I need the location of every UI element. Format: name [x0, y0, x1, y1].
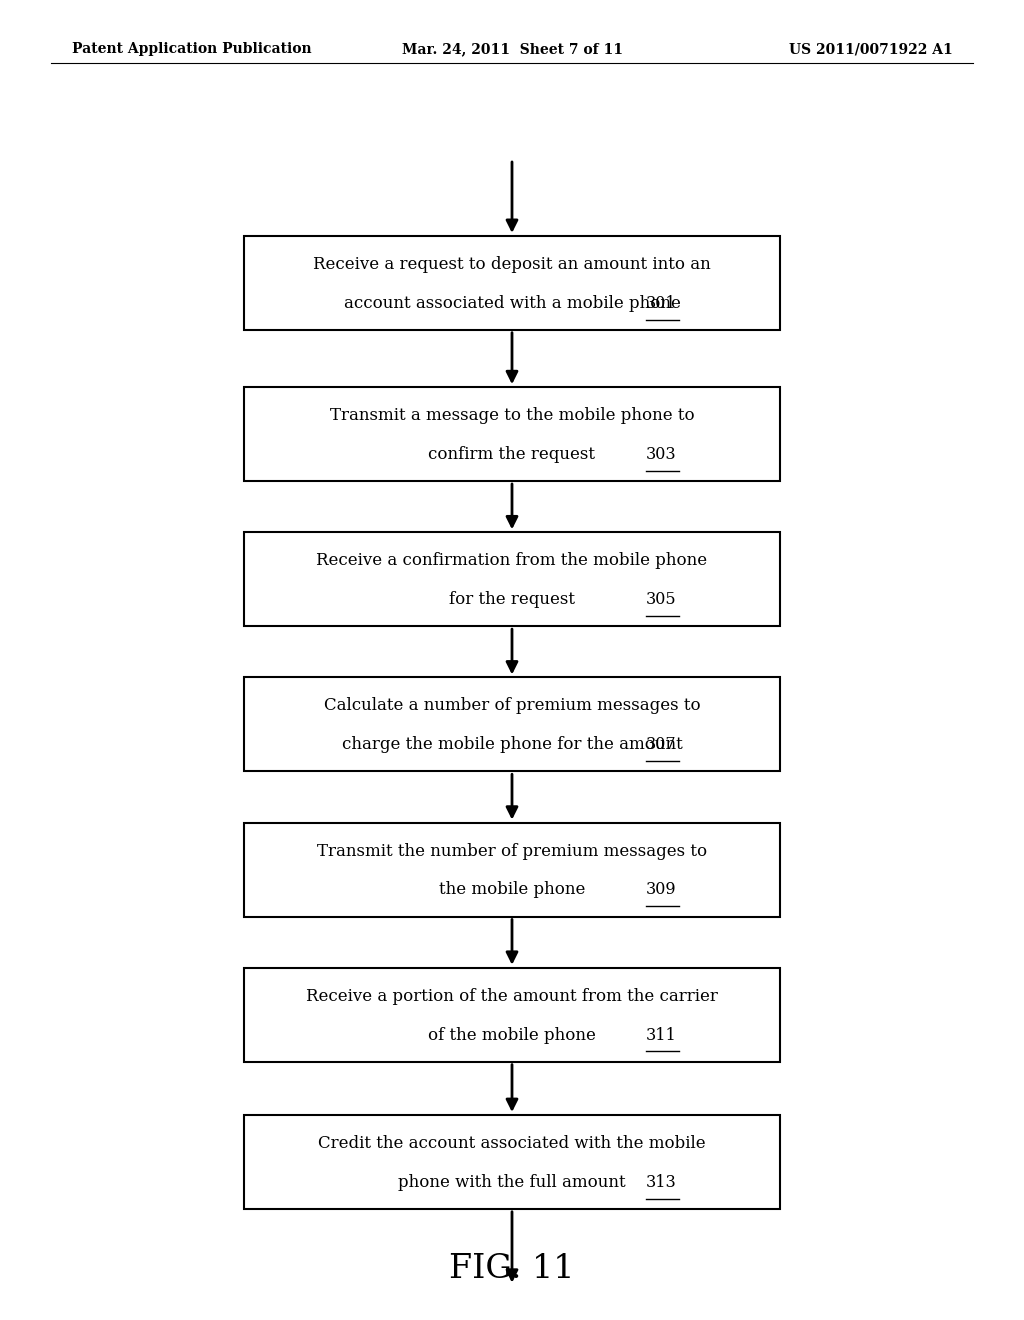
Text: Transmit the number of premium messages to: Transmit the number of premium messages … — [317, 842, 707, 859]
Text: the mobile phone: the mobile phone — [439, 882, 585, 899]
Text: for the request: for the request — [449, 591, 575, 609]
Text: account associated with a mobile phone: account associated with a mobile phone — [344, 294, 680, 312]
Text: Calculate a number of premium messages to: Calculate a number of premium messages t… — [324, 697, 700, 714]
Text: 307: 307 — [646, 737, 677, 754]
Text: charge the mobile phone for the amount: charge the mobile phone for the amount — [342, 737, 682, 754]
Text: Receive a confirmation from the mobile phone: Receive a confirmation from the mobile p… — [316, 552, 708, 569]
Text: 305: 305 — [646, 591, 677, 609]
Bar — [244, 822, 780, 916]
Bar — [244, 236, 780, 330]
Text: Receive a portion of the amount from the carrier: Receive a portion of the amount from the… — [306, 987, 718, 1005]
Text: US 2011/0071922 A1: US 2011/0071922 A1 — [788, 42, 952, 57]
Text: 309: 309 — [646, 882, 677, 899]
Text: Receive a request to deposit an amount into an: Receive a request to deposit an amount i… — [313, 256, 711, 273]
Text: Transmit a message to the mobile phone to: Transmit a message to the mobile phone t… — [330, 407, 694, 424]
Text: of the mobile phone: of the mobile phone — [428, 1027, 596, 1044]
Bar — [244, 968, 780, 1061]
Text: 313: 313 — [646, 1173, 677, 1191]
Text: confirm the request: confirm the request — [428, 446, 596, 463]
Text: Credit the account associated with the mobile: Credit the account associated with the m… — [318, 1135, 706, 1152]
Text: 303: 303 — [646, 446, 677, 463]
Bar — [244, 387, 780, 480]
Bar — [244, 677, 780, 771]
Text: Patent Application Publication: Patent Application Publication — [72, 42, 311, 57]
Text: Mar. 24, 2011  Sheet 7 of 11: Mar. 24, 2011 Sheet 7 of 11 — [401, 42, 623, 57]
Text: 311: 311 — [646, 1027, 677, 1044]
Text: FIG. 11: FIG. 11 — [450, 1253, 574, 1286]
Bar — [244, 532, 780, 626]
Bar — [244, 1115, 780, 1209]
Text: 301: 301 — [646, 294, 677, 312]
Text: phone with the full amount: phone with the full amount — [398, 1173, 626, 1191]
